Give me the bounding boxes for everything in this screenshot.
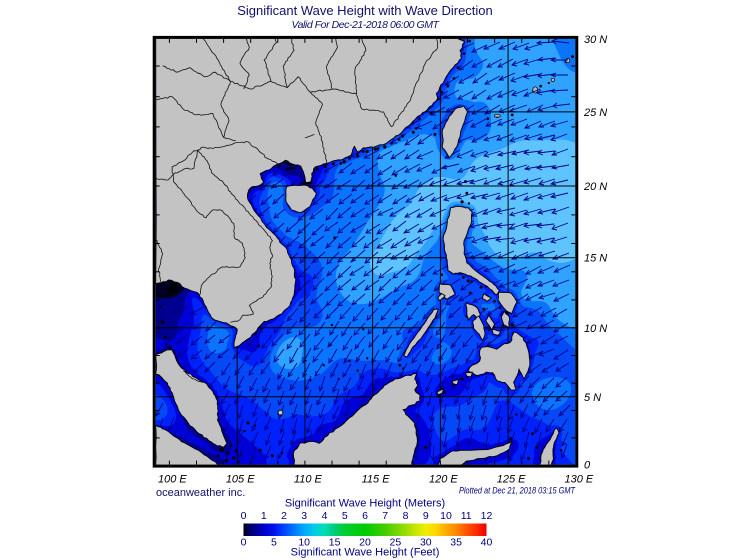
svg-text:Valid For Dec-21-2018 06:00 GM: Valid For Dec-21-2018 06:00 GMT [291, 19, 440, 31]
svg-text:11: 11 [461, 510, 472, 522]
svg-text:25 N: 25 N [583, 107, 607, 119]
svg-text:100 E: 100 E [158, 474, 187, 486]
svg-text:125 E: 125 E [497, 474, 526, 486]
svg-text:15 N: 15 N [584, 253, 607, 265]
svg-text:Significant Wave Height (Meter: Significant Wave Height (Meters) [285, 498, 445, 510]
svg-text:110 E: 110 E [294, 474, 323, 486]
svg-text:5: 5 [342, 510, 348, 522]
svg-text:8: 8 [403, 510, 409, 522]
svg-text:12: 12 [481, 510, 493, 522]
svg-text:5 N: 5 N [584, 392, 601, 404]
svg-text:2: 2 [281, 510, 287, 522]
svg-text:105 E: 105 E [226, 474, 255, 486]
svg-text:0: 0 [584, 460, 591, 472]
svg-text:120 E: 120 E [429, 474, 458, 486]
svg-text:30 N: 30 N [584, 34, 607, 46]
svg-text:20: 20 [359, 537, 371, 549]
svg-text:35: 35 [450, 537, 462, 549]
svg-text:10: 10 [298, 537, 310, 549]
svg-text:25: 25 [390, 537, 402, 549]
svg-text:oceanweather inc.: oceanweather inc. [156, 487, 245, 499]
svg-text:Significant Wave Height with W: Significant Wave Height with Wave Direct… [237, 3, 493, 18]
svg-text:10 N: 10 N [584, 323, 607, 335]
svg-text:130 E: 130 E [565, 474, 594, 486]
svg-text:10: 10 [440, 510, 452, 522]
svg-text:7: 7 [382, 510, 388, 522]
svg-text:Plotted at Dec 21, 2018 03:15: Plotted at Dec 21, 2018 03:15 GMT [459, 486, 576, 496]
svg-text:1: 1 [261, 510, 267, 522]
svg-text:115 E: 115 E [362, 474, 391, 486]
svg-text:3: 3 [301, 510, 307, 522]
svg-text:4: 4 [322, 510, 328, 522]
svg-text:0: 0 [241, 510, 247, 522]
svg-text:0: 0 [241, 537, 247, 549]
svg-text:30: 30 [420, 537, 432, 549]
svg-text:6: 6 [362, 510, 368, 522]
svg-text:15: 15 [329, 537, 341, 549]
svg-text:40: 40 [481, 537, 493, 549]
svg-text:5: 5 [271, 537, 277, 549]
svg-text:20 N: 20 N [583, 181, 607, 193]
svg-text:9: 9 [423, 510, 429, 522]
svg-text:Significant Wave Height (Feet): Significant Wave Height (Feet) [291, 547, 440, 559]
